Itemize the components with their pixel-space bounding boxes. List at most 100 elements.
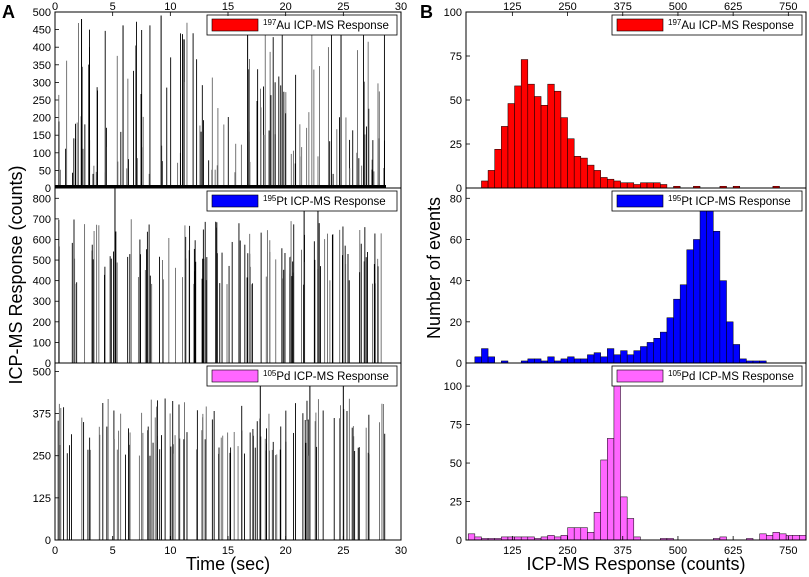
- b-au-bar: [547, 83, 555, 189]
- a-au-ytick-label-300: 300: [33, 77, 51, 89]
- b-pd-legend-label: 105Pd ICP-MS Response: [668, 369, 794, 383]
- b-pt-bar: [613, 354, 621, 364]
- b-xtick-top-label-500: 500: [669, 1, 687, 13]
- a-xtick-label-0: 0: [52, 545, 58, 557]
- a-pt-ytick-label-600: 600: [33, 234, 51, 246]
- b-xtick-label-375: 375: [614, 545, 632, 557]
- b-pt-legend-label: 195Pt ICP-MS Response: [668, 194, 791, 208]
- a-au-ytick-label-450: 450: [33, 25, 51, 37]
- a-pt-legend-text: Pt ICP-MS Response: [276, 196, 385, 208]
- a-pt-legend-label: 195Pt ICP-MS Response: [263, 194, 386, 208]
- a-au-ytick-label-0: 0: [45, 183, 51, 195]
- panel-b-histograms: 0 25 50 75 100 197Au ICP-MS Response 0 20 40 60 80…: [444, 1, 807, 557]
- b-pd-bar: [600, 459, 608, 541]
- a-au-legend-isotope: 197: [263, 18, 277, 27]
- b-pd-bar: [792, 535, 800, 541]
- b-au-legend-text: Au ICP-MS Response: [681, 20, 794, 32]
- b-au-bar: [514, 85, 522, 189]
- b-au-legend-swatch: [616, 18, 664, 32]
- b-pd-bar: [587, 532, 595, 541]
- b-xtick-top-label-375: 375: [614, 1, 632, 13]
- a-pt-ytick-label-300: 300: [33, 296, 51, 308]
- b-au-bar: [534, 96, 542, 189]
- b-au-bar: [587, 164, 595, 189]
- a-au-ytick-label-400: 400: [33, 42, 51, 54]
- b-pt-bar: [660, 331, 668, 364]
- panel-a-ylabel: ICP-MS Response (counts): [6, 165, 26, 384]
- b-pd-legend-swatch: [616, 369, 664, 383]
- b-xtick-top-label-250: 250: [558, 1, 576, 13]
- b-au-bar: [607, 178, 615, 189]
- b-pd-legend-text: Pd ICP-MS Response: [681, 371, 794, 383]
- b-au-bars: [481, 59, 780, 189]
- a-pt-ytick-label-500: 500: [33, 255, 51, 267]
- b-au-bar: [600, 177, 608, 189]
- b-pd-bars: [467, 378, 807, 541]
- a-au-ytick-label-150: 150: [33, 130, 51, 142]
- b-pt-bar: [474, 356, 482, 364]
- a-xtick-label-20: 20: [280, 545, 292, 557]
- b-au-bar: [573, 156, 582, 189]
- b-pd-bar: [547, 535, 555, 541]
- b-xtick-top-label-125: 125: [503, 1, 521, 13]
- b-pd-bar: [626, 518, 635, 541]
- a-pd-legend-swatch: [211, 369, 259, 383]
- b-pt-bar: [640, 346, 648, 364]
- b-au-bar: [653, 182, 661, 189]
- b-pt-bar: [487, 356, 495, 364]
- b-xtick-top-label-625: 625: [724, 1, 742, 13]
- a-xtick-label-10: 10: [164, 545, 176, 557]
- a-xtick-label-25: 25: [337, 545, 349, 557]
- a-au-ytick-label-200: 200: [33, 113, 51, 125]
- a-pd-legend-text: Pd ICP-MS Response: [276, 371, 389, 383]
- a-xtick-top-label-25: 25: [337, 1, 349, 13]
- a-pt-ytick-label-400: 400: [33, 276, 51, 288]
- b-pt-ytick-label-0: 0: [456, 358, 462, 370]
- a-au-ytick-label-50: 50: [39, 165, 51, 177]
- b-pd-bar: [766, 535, 774, 541]
- panel-letter-b: B: [420, 2, 433, 22]
- b-pd-ytick-label-75: 75: [450, 420, 462, 432]
- b-pd-legend-isotope: 105: [668, 369, 682, 378]
- b-xtick-label-250: 250: [558, 545, 576, 557]
- b-pt-legend-swatch: [616, 194, 664, 208]
- a-au-ytick-label-350: 350: [33, 60, 51, 72]
- a-xtick-top-label-20: 20: [280, 1, 292, 13]
- b-xtick-top-label-750: 750: [779, 1, 797, 13]
- b-pd-ytick-label-25: 25: [450, 497, 462, 509]
- b-pd-bar: [560, 535, 568, 541]
- a-pd-spikes: [57, 366, 386, 540]
- b-au-bar: [640, 182, 648, 189]
- b-pt-bar: [587, 354, 595, 364]
- b-au-bar: [487, 170, 495, 189]
- a-au-spikes: [55, 15, 387, 188]
- b-pd-bar: [799, 535, 807, 541]
- b-au-bar: [633, 184, 641, 189]
- b-pt-bar: [633, 350, 641, 364]
- b-pd-subplot: 0 25 50 75 100 105Pd ICP-MS Response: [444, 362, 807, 547]
- a-xtick-top-label-0: 0: [52, 1, 58, 13]
- b-pt-ytick-label-60: 60: [450, 234, 462, 246]
- b-pd-bar: [759, 533, 767, 541]
- b-pd-bar: [567, 527, 575, 541]
- b-pd-bar: [620, 496, 628, 541]
- a-au-legend-text: Au ICP-MS Response: [276, 20, 389, 32]
- b-au-bar: [527, 83, 535, 189]
- panel-a-xlabel: Time (sec): [186, 554, 270, 574]
- b-au-bar: [540, 105, 548, 189]
- b-au-bar: [646, 182, 654, 189]
- b-pt-legend: 195Pt ICP-MS Response: [611, 190, 803, 212]
- b-au-bar: [481, 180, 489, 189]
- b-pt-bar: [713, 230, 721, 364]
- a-pd-ytick-label-125: 125: [33, 493, 51, 505]
- b-pd-bar: [593, 512, 601, 541]
- b-pt-bar: [666, 317, 674, 364]
- a-pd-legend-isotope: 105: [263, 369, 277, 378]
- b-pd-ytick-label-100: 100: [444, 381, 462, 393]
- b-au-bar: [593, 170, 601, 189]
- b-pt-bar: [679, 284, 688, 364]
- a-au-baseline-noise: [55, 185, 387, 188]
- a-pt-ytick-label-0: 0: [45, 358, 51, 370]
- b-pt-bar: [534, 358, 542, 364]
